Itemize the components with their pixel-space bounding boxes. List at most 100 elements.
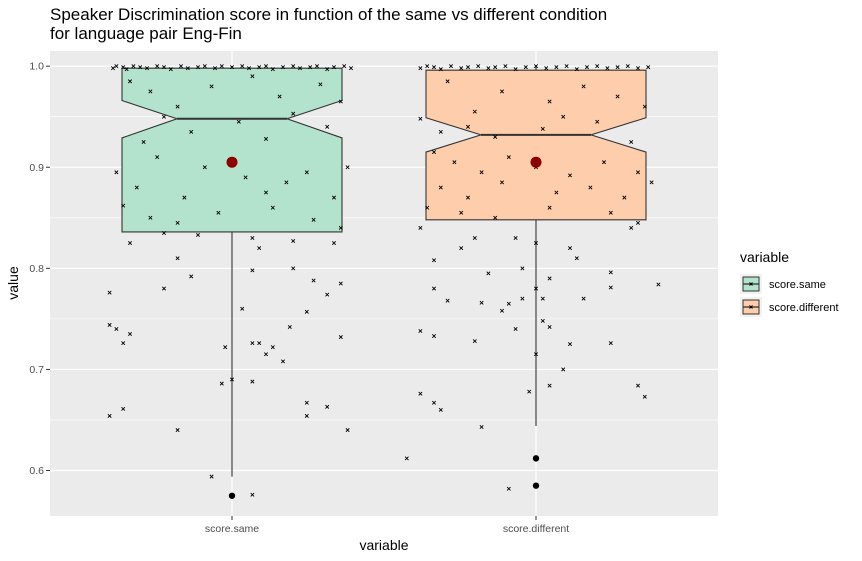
jitter-point [540, 318, 545, 323]
jitter-point [240, 306, 245, 311]
jitter-point [472, 109, 477, 114]
jitter-point [195, 232, 201, 237]
jitter-point [431, 150, 437, 155]
jitter-point [236, 119, 241, 124]
jitter-point [107, 413, 112, 418]
jitter-point [506, 155, 511, 160]
jitter-point [431, 286, 437, 291]
jitter-point [348, 66, 354, 71]
jitter-point [311, 217, 316, 222]
outlier-point [532, 455, 540, 462]
jitter-point [243, 175, 248, 180]
jitter-point [608, 285, 613, 290]
jitter-point [291, 239, 296, 244]
jitter-point [625, 64, 630, 69]
jitter-point [479, 425, 484, 430]
jitter-point [608, 270, 613, 275]
legend-label: score.same [769, 279, 826, 291]
jitter-point [212, 66, 218, 71]
jitter-point [503, 64, 508, 69]
jitter-point [476, 64, 481, 69]
jitter-point [189, 129, 194, 134]
jitter-point [250, 341, 255, 346]
jitter-point [138, 65, 143, 70]
jitter-point [284, 180, 289, 185]
outlier-point [532, 482, 540, 489]
jitter-point [338, 335, 343, 340]
jitter-point [161, 230, 167, 235]
jitter-point [131, 64, 136, 69]
jitter-point [547, 383, 552, 388]
jitter-point [642, 104, 647, 109]
jitter-point [561, 114, 566, 119]
jitter-point [127, 79, 133, 84]
jitter-point [425, 205, 430, 210]
jitter-point [649, 180, 654, 185]
jitter-point [263, 352, 269, 357]
jitter-point [304, 413, 309, 418]
jitter-point [114, 64, 119, 69]
jitter-point [635, 170, 641, 175]
jitter-point [554, 190, 559, 195]
jitter-point [646, 65, 651, 70]
jitter-point [615, 94, 620, 99]
jitter-point [345, 428, 350, 433]
outlier-point [228, 492, 236, 499]
jitter-point [615, 65, 620, 70]
jitter-point [114, 170, 119, 175]
jitter-point [486, 66, 491, 71]
jitter-point [304, 170, 309, 175]
jitter-point [418, 391, 423, 396]
jitter-point [595, 119, 600, 124]
jitter-point [404, 456, 409, 461]
jitter-point [338, 99, 343, 104]
jitter-point [540, 296, 545, 301]
jitter-point [127, 241, 133, 246]
jitter-point [479, 170, 484, 175]
jitter-point [479, 300, 484, 305]
jitter-point [438, 407, 443, 412]
jitter-point [263, 190, 269, 195]
jitter-point [547, 205, 552, 210]
chart-title-line-2: for language pair Eng-Fin [50, 24, 242, 43]
jitter-point [314, 64, 320, 69]
jitter-point [520, 296, 525, 301]
jitter-point [445, 298, 450, 303]
jitter-point [465, 195, 471, 200]
jitter-point [493, 65, 498, 70]
jitter-point [533, 64, 539, 69]
jitter-point [584, 65, 590, 70]
jitter-point [544, 66, 549, 71]
jitter-point [325, 124, 330, 129]
jitter-point [263, 136, 269, 141]
jitter-point [270, 205, 275, 210]
jitter-point [431, 258, 437, 263]
jitter-point [588, 185, 593, 190]
jitter-point [121, 341, 126, 346]
jitter-point [608, 210, 613, 215]
x-tick-label: score.same [205, 523, 259, 535]
jitter-point [124, 67, 129, 72]
jitter-point [161, 65, 167, 70]
jitter-point [148, 215, 153, 220]
jitter-point [304, 400, 309, 405]
jitter-point [175, 428, 180, 433]
jitter-point [472, 235, 477, 241]
jitter-point [114, 326, 119, 332]
jitter-point [635, 66, 641, 71]
jitter-point [331, 195, 337, 200]
jitter-point [229, 65, 235, 70]
jitter-point [567, 342, 573, 347]
jitter-point [202, 64, 207, 69]
jitter-point [195, 65, 201, 70]
jitter-point [418, 66, 423, 71]
jitter-point [345, 165, 350, 170]
jitter-point [418, 225, 423, 230]
jitter-point [107, 290, 112, 295]
jitter-point [161, 114, 167, 119]
jitter-point [202, 165, 207, 170]
jitter-point [493, 134, 498, 139]
jitter-point [656, 282, 661, 287]
jitter-point [297, 66, 303, 71]
jitter-point [185, 66, 190, 71]
